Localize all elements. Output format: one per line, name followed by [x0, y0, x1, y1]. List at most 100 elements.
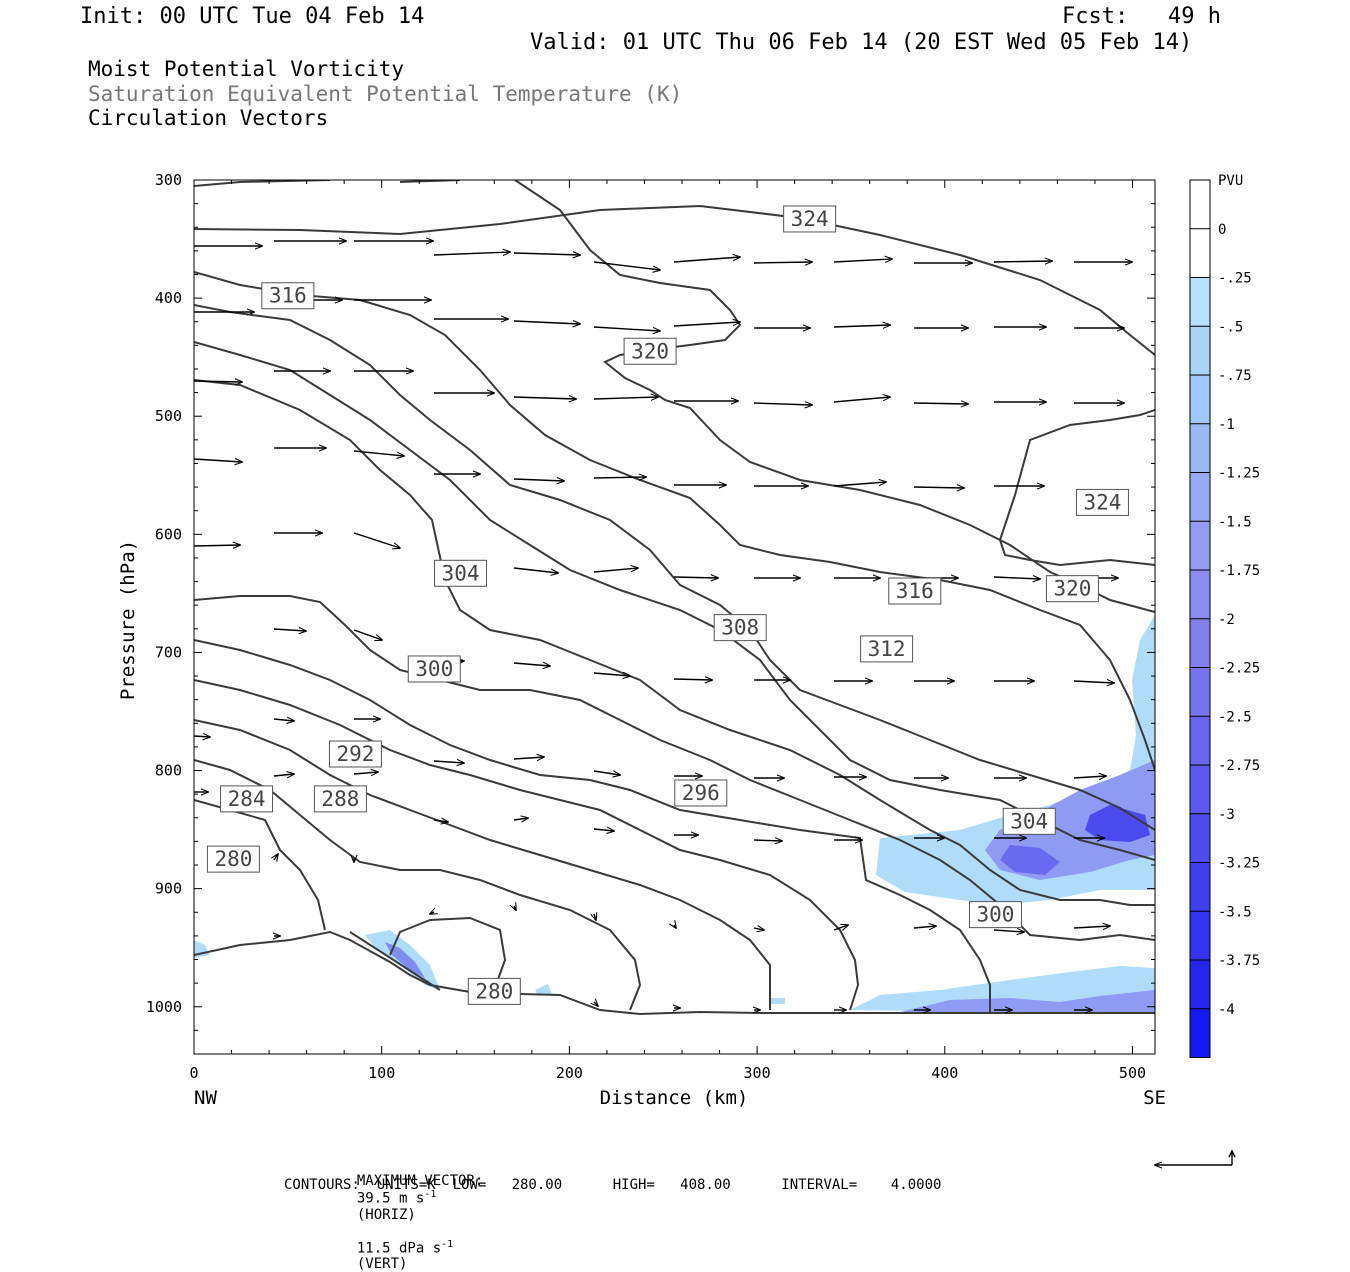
colorbar-label: -3.5 — [1218, 904, 1252, 920]
x-end-label-left: NW — [194, 1087, 217, 1109]
contour-label-box — [328, 740, 382, 768]
vector — [513, 567, 558, 573]
vector — [993, 577, 1040, 579]
colorbar-swatch — [1190, 862, 1210, 912]
contour-label-box — [261, 282, 315, 310]
contour-label-box — [407, 655, 461, 683]
vector — [513, 321, 580, 324]
pv-colorbar: 0 -.25 -.5 -.75 -1 -1.25 -1.5 -1.75 -2 -2.25 -2.5 -… — [1189, 179, 1260, 1058]
colorbar-swatch — [1190, 228, 1210, 278]
contour-label: 308 — [721, 616, 759, 640]
vector — [273, 629, 306, 631]
colorbar-swatch — [1190, 472, 1210, 522]
vector — [513, 818, 528, 820]
contour-label-box — [1045, 575, 1099, 603]
colorbar-label: -3.25 — [1218, 856, 1260, 872]
contour-line — [194, 759, 642, 1011]
contour-label-box — [713, 614, 767, 642]
vector — [353, 450, 404, 456]
vector — [593, 477, 646, 478]
contour-label-box — [313, 785, 367, 813]
colorbar-swatch — [1190, 326, 1210, 375]
contour-line — [194, 719, 771, 1010]
vector — [593, 673, 630, 676]
contour-label: 316 — [896, 579, 934, 603]
contour-label: 304 — [442, 561, 480, 585]
circulation-vectors — [193, 241, 1132, 1010]
vector — [594, 1002, 598, 1006]
contour-line — [389, 916, 507, 986]
field-title-vectors: Circulation Vectors — [88, 106, 329, 130]
max-horiz-value: 39.5 m s — [356, 1190, 425, 1207]
vector — [593, 261, 660, 270]
colorbar-swatch — [1190, 423, 1210, 473]
vector — [593, 326, 660, 331]
colorbar-label: -.5 — [1218, 319, 1243, 335]
contour-label: 296 — [682, 781, 720, 805]
vector — [513, 663, 550, 666]
contour-line — [194, 304, 1155, 831]
contour-line — [194, 204, 1155, 356]
pv-region-right-core — [1085, 805, 1150, 842]
y-tick-label: 300 — [155, 171, 182, 189]
vector — [593, 397, 658, 399]
vector — [433, 252, 510, 255]
max-vector-line: MAXIMUM VECTOR: 39.5 m s-1 (HORIZ) 11.5 … — [340, 1157, 483, 1272]
vector — [833, 259, 892, 262]
vector — [673, 679, 712, 680]
colorbar-label: -1.25 — [1218, 466, 1260, 482]
vector — [594, 914, 596, 920]
colorbar-swatch — [1190, 570, 1210, 619]
theta-contour-labels: 324 316 320 324 304 316 320 308 312 300 292 284 288 2… — [206, 205, 1129, 1005]
colorbar-label: -2.25 — [1218, 661, 1260, 677]
max-vert-value: 11.5 dPa s — [356, 1240, 442, 1257]
vector — [674, 925, 676, 928]
contour-label-box — [1002, 807, 1056, 835]
contour-label-box — [623, 337, 677, 365]
pv-region-dot2 — [770, 998, 785, 1004]
colorbar-swatch — [1190, 277, 1210, 327]
y-tick-label: 700 — [155, 643, 182, 661]
contour-line — [194, 639, 991, 1014]
contour-label: 304 — [1010, 809, 1048, 833]
vector — [753, 928, 764, 930]
x-tick-label: 300 — [744, 1064, 771, 1082]
pv-region-left-low-mid — [385, 942, 425, 978]
contour-line — [194, 341, 1155, 861]
colorbar-label: -1.75 — [1218, 563, 1260, 579]
cross-section-chart: 324 316 320 324 304 316 320 308 312 300 292 284 288 2… — [117, 171, 1260, 1200]
colorbar-label: 0 — [1218, 222, 1226, 238]
colorbar-unit: PVU — [1218, 173, 1243, 189]
colorbar-swatch — [1190, 765, 1210, 814]
plot-frame — [193, 179, 1156, 1055]
vector — [353, 772, 378, 774]
colorbar-label: -.75 — [1218, 368, 1252, 384]
contour-line — [514, 180, 1155, 613]
colorbar-swatch — [1190, 960, 1210, 1009]
contour-label-box — [860, 635, 914, 663]
vector — [753, 403, 812, 405]
contour-label: 316 — [269, 284, 307, 308]
vector — [913, 926, 936, 928]
vector — [593, 829, 614, 831]
vector — [673, 577, 718, 578]
colorbar-swatch — [1190, 180, 1210, 229]
contour-label-box — [220, 785, 274, 813]
max-horiz-exp: -1 — [424, 1189, 437, 1200]
contour-label-box — [674, 779, 728, 807]
init-time: Init: 00 UTC Tue 04 Feb 14 — [80, 4, 425, 29]
contour-label-box — [783, 205, 837, 233]
vector — [273, 774, 294, 776]
colorbar-label: -2.5 — [1218, 709, 1252, 725]
contour-label: 324 — [1083, 490, 1121, 514]
contour-label: 288 — [321, 787, 359, 811]
colorbar-swatch — [1190, 618, 1210, 668]
colorbar-label: -2 — [1218, 612, 1235, 628]
pv-region-dot1 — [535, 984, 552, 996]
vector — [1073, 926, 1110, 928]
contour-label: 280 — [214, 847, 252, 871]
vector — [513, 253, 580, 255]
contour-line — [194, 379, 1155, 906]
contour-label: 320 — [631, 339, 669, 363]
y-tick-label: 1000 — [146, 998, 182, 1016]
